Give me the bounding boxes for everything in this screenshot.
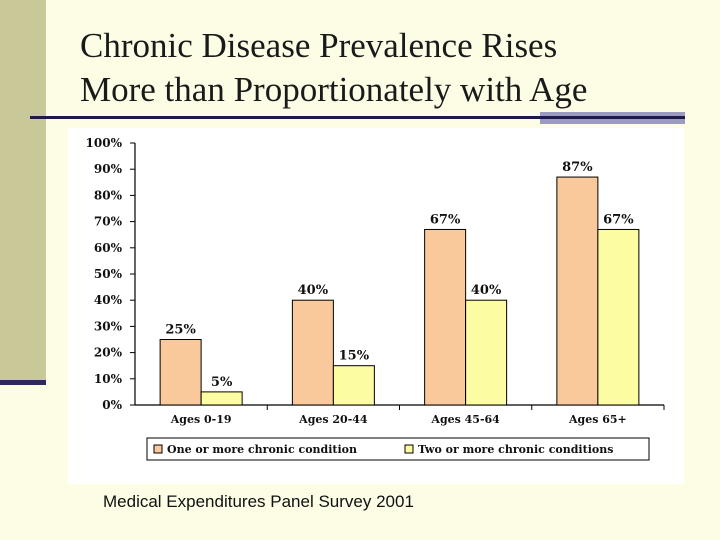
y-tick-label: 20%: [94, 346, 123, 360]
y-tick-label: 0%: [102, 398, 122, 412]
y-tick-label: 70%: [94, 215, 123, 229]
y-tick-label: 60%: [94, 241, 123, 255]
x-tick-label: Ages 0-19: [170, 413, 232, 426]
bar: [332, 365, 375, 406]
legend-box: [146, 437, 650, 461]
legend-swatch: [153, 444, 163, 454]
chart-panel: 0% 10% 20% 30% 40% 50% 60% 70% 80% 90% 100% 25% 5% Ag…: [68, 128, 684, 484]
x-tick-label: Ages 20-44: [298, 413, 368, 426]
title-line-2: More than Proportionately with Age: [80, 70, 588, 109]
y-tick-label: 40%: [94, 293, 123, 307]
data-label: 67%: [430, 212, 461, 227]
bar: [159, 339, 202, 406]
bar: [291, 299, 334, 406]
bar: [200, 391, 243, 406]
legend-label: One or more chronic condition: [167, 443, 357, 456]
x-tick-label: Ages 45-64: [430, 413, 500, 426]
left-decorative-band: [0, 0, 46, 385]
y-tick-label: 100%: [86, 136, 123, 150]
y-tick-label: 10%: [94, 372, 123, 386]
legend-label: Two or more chronic conditions: [418, 443, 613, 456]
slide-title: Chronic Disease Prevalence Rises More th…: [80, 24, 700, 112]
bar: [465, 299, 508, 406]
data-label: 15%: [339, 349, 370, 364]
data-label: 25%: [165, 323, 196, 338]
y-tick-label: 90%: [94, 162, 123, 176]
source-caption: Medical Expenditures Panel Survey 2001: [103, 492, 414, 511]
bar: [424, 228, 467, 406]
bar-chart: 0% 10% 20% 30% 40% 50% 60% 70% 80% 90% 100% 25% 5% Ag…: [86, 136, 665, 461]
data-label: 5%: [211, 375, 233, 390]
title-rule: [30, 116, 685, 119]
y-tick-label: 50%: [94, 267, 123, 281]
data-label: 87%: [562, 160, 593, 175]
y-tick-label: 30%: [94, 319, 123, 333]
bar: [556, 176, 599, 406]
bar: [597, 228, 640, 406]
data-label: 40%: [471, 283, 502, 298]
data-label: 40%: [298, 283, 329, 298]
legend-swatch: [404, 444, 414, 454]
y-tick-label: 80%: [94, 188, 123, 202]
data-label: 67%: [603, 212, 634, 227]
x-tick-label: Ages 65+: [568, 413, 627, 426]
left-band-accent: [0, 380, 46, 385]
title-line-1: Chronic Disease Prevalence Rises: [80, 26, 558, 65]
